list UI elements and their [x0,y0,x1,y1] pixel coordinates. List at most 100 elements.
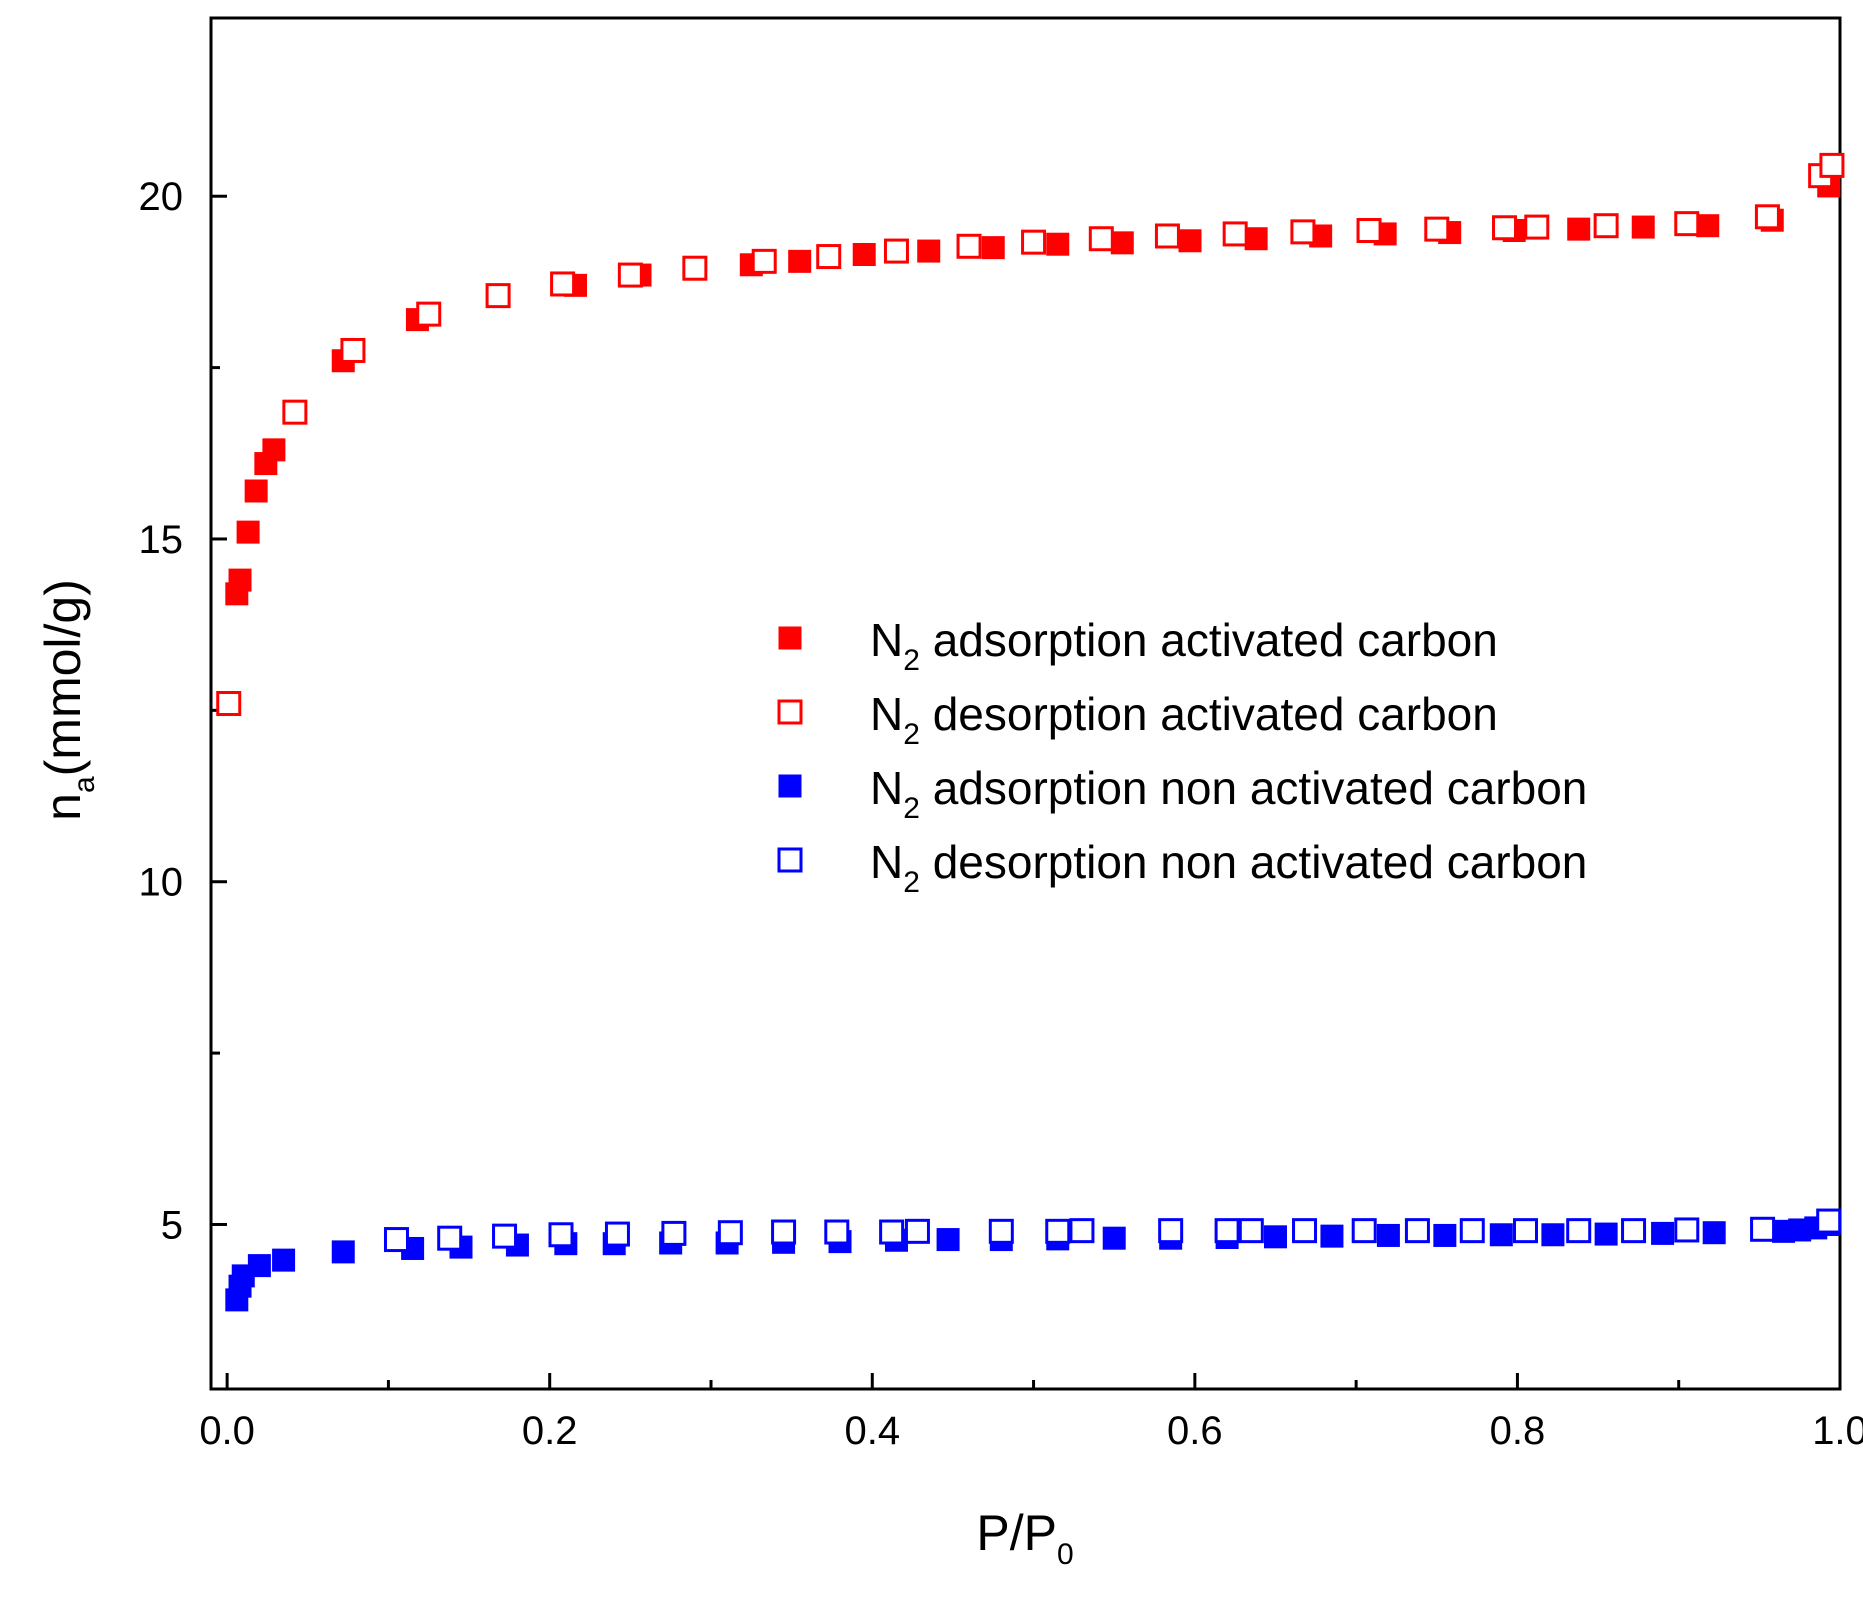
legend-label-main: N [870,836,903,888]
data-point [1541,1223,1565,1247]
data-point [1214,1218,1240,1244]
legend-item-ads-ac: N2 adsorption activated carbon [778,614,1498,677]
data-point [1750,1216,1776,1242]
data-point [788,249,812,273]
data-point [1631,215,1655,239]
data-point [1404,1218,1430,1244]
data-point [331,1240,355,1264]
legend-label: N2 adsorption non activated carbon [870,762,1587,825]
data-point [1524,214,1550,240]
series-des-nac [383,1208,1842,1253]
data-point [1489,1223,1513,1247]
y-axis-label: na(mmol/g) [35,579,101,821]
data-point [1621,1218,1647,1244]
data-point [1674,1217,1700,1243]
data-point [1088,226,1114,252]
data-point [1046,232,1070,256]
data-point [485,283,511,309]
data-point [1158,1218,1184,1244]
data-point [904,1218,930,1244]
data-point [550,271,576,297]
x-axis-label-sub: 0 [1057,1538,1074,1571]
data-point [236,520,260,544]
data-point [1819,152,1845,178]
data-point [936,1228,960,1252]
legend-label: N2 desorption activated carbon [870,688,1498,751]
x-tick-label: 1.0 [1812,1409,1863,1453]
data-point [1567,217,1591,241]
legend-label-main: N [870,688,903,740]
legend-label-sub: 2 [903,718,920,751]
legend-label-sub: 2 [903,866,920,899]
data-point [1244,227,1268,251]
data-point [617,262,643,288]
y-tick-label: 15 [139,518,184,562]
data-point [981,236,1005,260]
x-axis-label: P/P0 [976,1505,1073,1571]
data-point [717,1220,743,1246]
data-point [1593,213,1619,239]
data-point [1045,1218,1071,1244]
data-point [1376,1223,1400,1247]
legend-item-ads-nac: N2 adsorption non activated carbon [778,762,1587,825]
data-points [216,152,1845,1312]
legend-item-des-nac: N2 desorption non activated carbon [777,836,1587,899]
data-point [416,301,442,327]
data-point [816,244,842,270]
data-point [383,1227,409,1253]
plot-frame [209,16,1842,1391]
data-point [1512,1218,1538,1244]
data-point [340,337,366,363]
data-point [1492,215,1518,241]
data-point [1102,1226,1126,1250]
y-tick-label: 5 [161,1203,183,1247]
legend-marker [778,626,802,650]
data-point [272,1248,296,1272]
data-point [1566,1218,1592,1244]
data-point [1702,1221,1726,1245]
data-point [879,1219,905,1245]
data-point [247,1254,271,1278]
data-point [1754,204,1780,230]
data-point [682,255,708,281]
data-point [1021,229,1047,255]
data-point [1069,1218,1095,1244]
data-point [771,1219,797,1245]
data-point [917,239,941,263]
series-ads-nac [225,1212,1841,1312]
legend-label-sub: 2 [903,644,920,677]
data-point [216,691,242,716]
x-tick-label: 0.0 [199,1409,255,1453]
data-point [1816,1208,1842,1234]
data-point [244,479,268,503]
axis-ticks: 0.0 0.2 0.4 0.6 0.8 1.0 5 10 15 20 [139,175,1863,1453]
data-point [1459,1218,1485,1244]
data-point [751,248,777,274]
legend-label-rest: desorption activated carbon [920,688,1498,740]
data-point [988,1218,1014,1244]
legend-label: N2 adsorption activated carbon [870,614,1498,677]
data-point [1292,1218,1318,1244]
legend-item-des-ac: N2 desorption activated carbon [777,688,1498,751]
data-point [262,438,286,462]
legend-marker [778,774,802,798]
data-point [1674,211,1700,237]
data-point [437,1225,463,1251]
x-tick-label: 0.6 [1167,1409,1223,1453]
data-point [1290,219,1316,245]
data-point [1238,1218,1264,1244]
data-point [1651,1221,1675,1245]
data-point [1351,1218,1377,1244]
data-point [1154,223,1180,249]
legend-label-rest: adsorption non activated carbon [920,762,1587,814]
legend-label: N2 desorption non activated carbon [870,836,1587,899]
data-point [1320,1224,1344,1248]
legend-label-rest: desorption non activated carbon [920,836,1587,888]
data-point [1110,231,1134,255]
data-point [492,1223,518,1249]
legend-marker [777,847,803,873]
x-tick-label: 0.8 [1490,1409,1546,1453]
data-point [1424,216,1450,242]
